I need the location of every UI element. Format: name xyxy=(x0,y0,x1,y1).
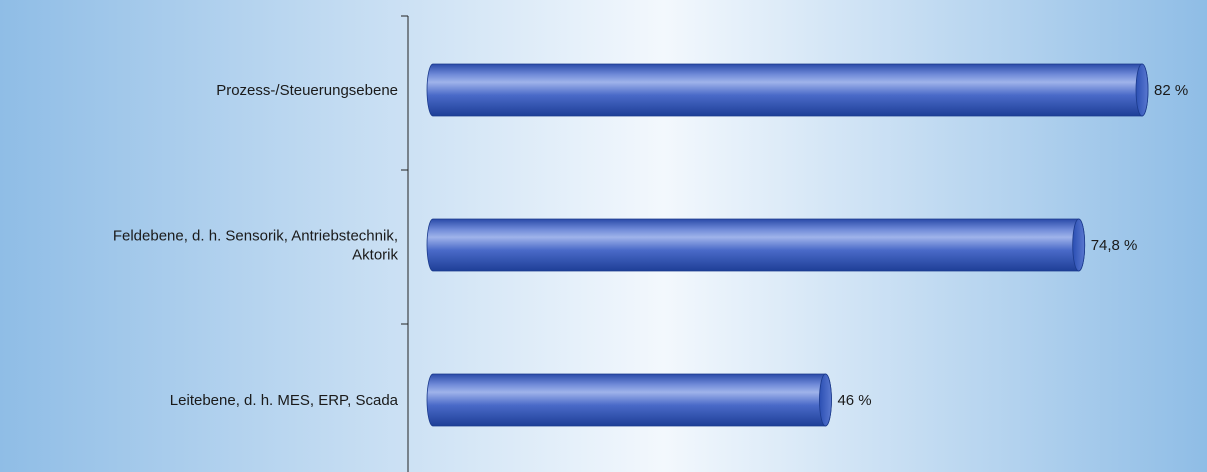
bar-end-cap xyxy=(1072,218,1086,272)
category-label: Aktorik xyxy=(352,247,398,264)
value-label: 74,8 % xyxy=(1091,237,1138,254)
value-label: 46 % xyxy=(837,392,871,409)
category-label: Prozess-/Steuerungsebene xyxy=(216,82,398,99)
bar-3 xyxy=(426,373,832,427)
category-label: Feldebene, d. h. Sensorik, Antriebstechn… xyxy=(113,228,398,245)
bar-body xyxy=(427,374,832,426)
bar-2 xyxy=(426,218,1086,272)
category-label: Leitebene, d. h. MES, ERP, Scada xyxy=(170,392,399,409)
bar-end-cap xyxy=(819,373,832,427)
bar-body xyxy=(427,219,1085,271)
bars xyxy=(426,63,1149,427)
bar-body xyxy=(427,64,1148,116)
bar-1 xyxy=(426,63,1149,117)
value-label: 82 % xyxy=(1154,82,1188,99)
y-axis xyxy=(401,15,409,472)
bar-end-cap xyxy=(1135,63,1149,117)
labels: 82 % Prozess-/Steuerungsebene 74,8 % Feldeb… xyxy=(113,82,1188,409)
